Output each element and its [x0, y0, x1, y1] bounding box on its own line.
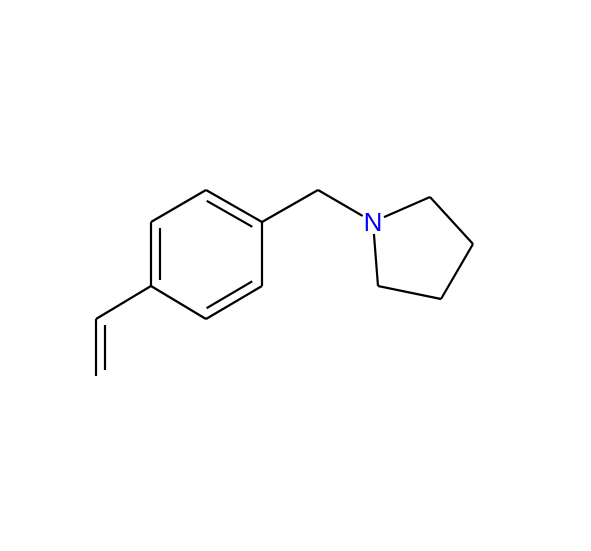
bond-line	[151, 286, 206, 319]
bond-line	[378, 286, 441, 299]
bond-line	[151, 190, 206, 222]
bond-line	[318, 190, 363, 216]
bond-line	[430, 197, 473, 244]
bond-line	[384, 197, 430, 217]
atom-label-n: N	[364, 207, 383, 237]
bond-line	[441, 244, 473, 299]
bond-line	[96, 286, 151, 319]
bond-line	[262, 190, 318, 222]
molecule-canvas: { "figure": { "type": "chemical-structur…	[0, 0, 591, 551]
bond-line	[374, 234, 378, 286]
molecule-svg: N	[0, 0, 591, 551]
